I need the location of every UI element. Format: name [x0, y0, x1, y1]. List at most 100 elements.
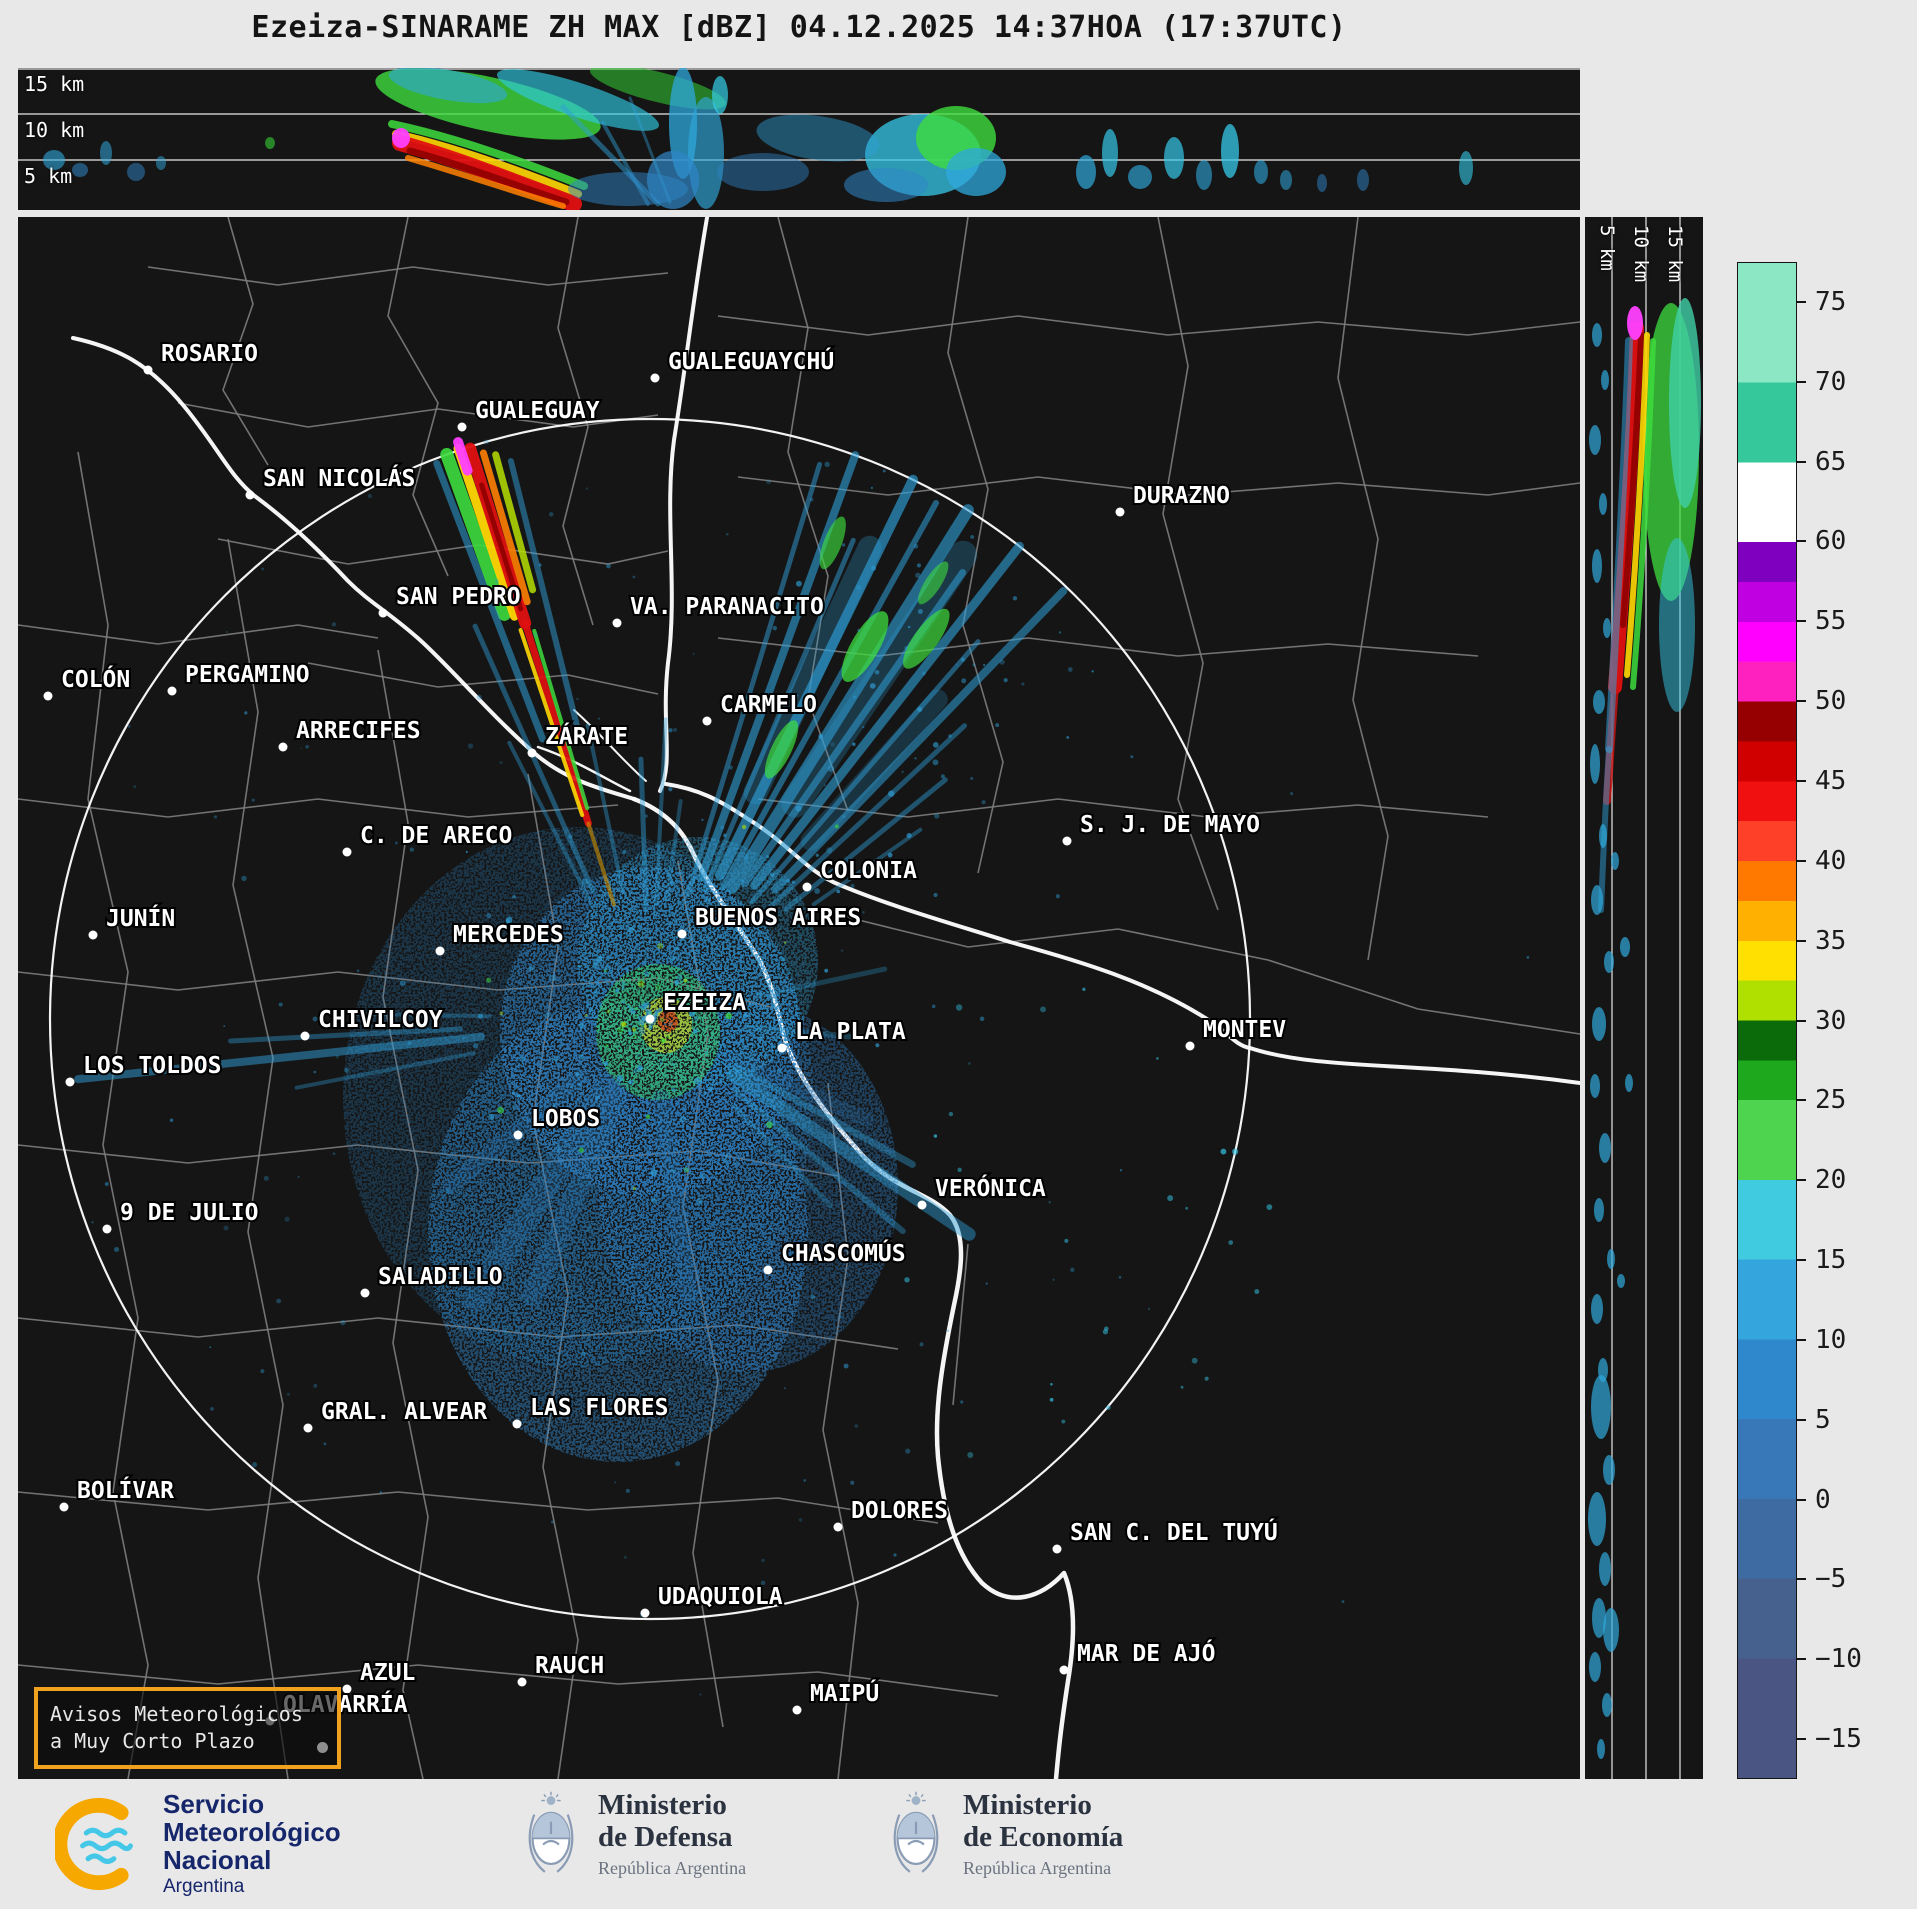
city-label: LAS FLORES	[530, 1395, 668, 1421]
city-marker: ROSARIO	[143, 339, 260, 375]
city-label: COLÓN	[61, 665, 130, 693]
city-label: AZUL	[360, 1660, 415, 1686]
colorbar-tick-label: 20	[1815, 1165, 1847, 1196]
city-label: MONTEV	[1203, 1017, 1286, 1043]
city-marker: DOLORES	[833, 1496, 950, 1532]
colorbar-tickmark	[1797, 1578, 1806, 1581]
economia-wordmark: Ministerio de Economía República Argenti…	[963, 1789, 1124, 1879]
city-label: LOBOS	[531, 1106, 600, 1132]
smn-wordmark: Servicio Meteorológico Nacional Argentin…	[163, 1790, 341, 1898]
city-label: VA. PARANACITO	[630, 594, 824, 620]
city-label: BOLÍVAR	[77, 1476, 174, 1504]
city-marker: LA PLATA	[777, 1017, 908, 1053]
city-marker: AZUL	[342, 1658, 417, 1694]
city-marker: COLONIA	[802, 856, 919, 892]
smn-line4: Argentina	[163, 1876, 245, 1898]
smn-line2: Meteorológico	[163, 1817, 341, 1848]
colorbar-tick-label: 35	[1815, 925, 1847, 956]
city-label: 9 DE JULIO	[120, 1200, 258, 1226]
height-label-10km: 10 km	[24, 118, 85, 142]
city-marker: MAIPÚ	[792, 1677, 881, 1715]
colorbar-tickmark	[1797, 1738, 1806, 1741]
colorbar-tick-label: −5	[1815, 1564, 1847, 1595]
notice-line1: Avisos Meteorológicos	[50, 1702, 303, 1726]
rivers-coastline	[71, 217, 1580, 1779]
city-marker: RAUCH	[517, 1651, 606, 1687]
city-marker: SAN C. DEL TUYÚ	[1052, 1516, 1280, 1554]
right-cross-section-plot	[1588, 217, 1701, 1779]
colorbar-tick-label: 40	[1815, 845, 1847, 876]
city-label: CHASCOMÚS	[781, 1239, 906, 1267]
colorbar-tickmark	[1797, 939, 1806, 942]
city-label: SALADILLO	[378, 1264, 503, 1290]
city-marker: C. DE ARECO	[342, 821, 514, 857]
colorbar-tickmark	[1797, 1338, 1806, 1341]
colorbar-tickmark	[1797, 540, 1806, 543]
city-label: SAN C. DEL TUYÚ	[1070, 1518, 1278, 1546]
height-label-15km: 15 km	[24, 72, 85, 96]
colorbar-tickmark	[1797, 1179, 1806, 1182]
city-label: SAN PEDRO	[396, 584, 521, 610]
colorbar-tickmark	[1797, 1498, 1806, 1501]
city-label: LA PLATA	[795, 1019, 906, 1045]
colorbar-tick-label: 65	[1815, 446, 1847, 477]
city-label: MAR DE AJÓ	[1077, 1639, 1215, 1667]
city-marker: VA. PARANACITO	[612, 592, 826, 628]
city-label: VERÓNICA	[935, 1174, 1046, 1202]
colorbar-tick-label: 75	[1815, 286, 1847, 317]
colorbar-tick-label: −10	[1815, 1644, 1862, 1675]
colorbar-tickmark	[1797, 1259, 1806, 1262]
city-marker: SALADILLO	[360, 1262, 505, 1298]
city-label: LOS TOLDOS	[83, 1053, 221, 1079]
city-marker: 9 DE JULIO	[102, 1198, 260, 1234]
defensa-wordmark: Ministerio de Defensa República Argentin…	[598, 1789, 746, 1879]
city-label: MAIPÚ	[810, 1679, 879, 1707]
city-label: DURAZNO	[1133, 483, 1230, 509]
colorbar-tickmark	[1797, 460, 1806, 463]
colorbar-tick-label: 15	[1815, 1245, 1847, 1276]
city-marker: CHASCOMÚS	[763, 1237, 908, 1275]
colorbar-tickmark	[1797, 1019, 1806, 1022]
city-label: GUALEGUAY	[475, 398, 600, 424]
colorbar-tickmark	[1797, 779, 1806, 782]
height-label-5km-v: 5 km	[1596, 225, 1618, 271]
top-cross-section-plot	[18, 68, 1580, 210]
colorbar-tickmark	[1797, 300, 1806, 303]
colorbar-tickmark	[1797, 620, 1806, 623]
radar-map: ROSARIO GUALEGUAYCHÚ GUALEGUAY SAN NICOLÁS D…	[18, 217, 1580, 1779]
city-marker: ZÁRATE	[527, 720, 630, 758]
city-marker: CARMELO	[702, 690, 819, 726]
colorbar-tickmark	[1797, 859, 1806, 862]
colorbar-gradient	[1737, 262, 1797, 1779]
city-marker: CHIVILCOY	[300, 1005, 445, 1041]
coat-of-arms-icon	[520, 1790, 582, 1878]
colorbar-tick-label: 0	[1815, 1484, 1831, 1515]
notice-box[interactable]: Avisos Meteorológicos a Muy Corto Plazo	[34, 1687, 341, 1769]
city-marker: GUALEGUAYCHÚ	[650, 345, 836, 383]
height-label-10km-v: 10 km	[1630, 225, 1652, 283]
city-marker: GRAL. ALVEAR	[303, 1397, 489, 1433]
city-label: BUENOS AIRES	[695, 905, 861, 931]
city-marker: S. J. DE MAYO	[1062, 810, 1262, 846]
city-label: EZEIZA	[663, 990, 746, 1016]
city-marker: LOBOS	[513, 1104, 602, 1140]
height-label-15km-v: 15 km	[1664, 225, 1686, 283]
right-cross-section-panel: 5 km 10 km 15 km	[1585, 217, 1703, 1779]
colorbar-tick-label: 10	[1815, 1324, 1847, 1355]
city-marker: ARRECIFES	[278, 716, 423, 752]
city-label: ARRECIFES	[296, 718, 421, 744]
city-marker: SAN PEDRO	[378, 582, 523, 618]
figure-title: Ezeiza-SINARAME ZH MAX [dBZ] 04.12.2025 …	[251, 10, 1347, 45]
colorbar-tick-label: 25	[1815, 1085, 1847, 1116]
economia-line2: de Economía	[963, 1820, 1124, 1853]
city-label: COLONIA	[820, 858, 917, 884]
radar-echo-rays	[74, 437, 1068, 1312]
colorbar-tickmark	[1797, 1658, 1806, 1661]
city-marker: BUENOS AIRES	[677, 903, 863, 939]
colorbar-tick-label: 55	[1815, 606, 1847, 637]
colorbar-tick-label: 60	[1815, 526, 1847, 557]
colorbar-tickmark	[1797, 1099, 1806, 1102]
smn-line3: Nacional	[163, 1845, 272, 1876]
city-label: GRAL. ALVEAR	[321, 1399, 487, 1425]
height-label-5km: 5 km	[24, 164, 73, 188]
